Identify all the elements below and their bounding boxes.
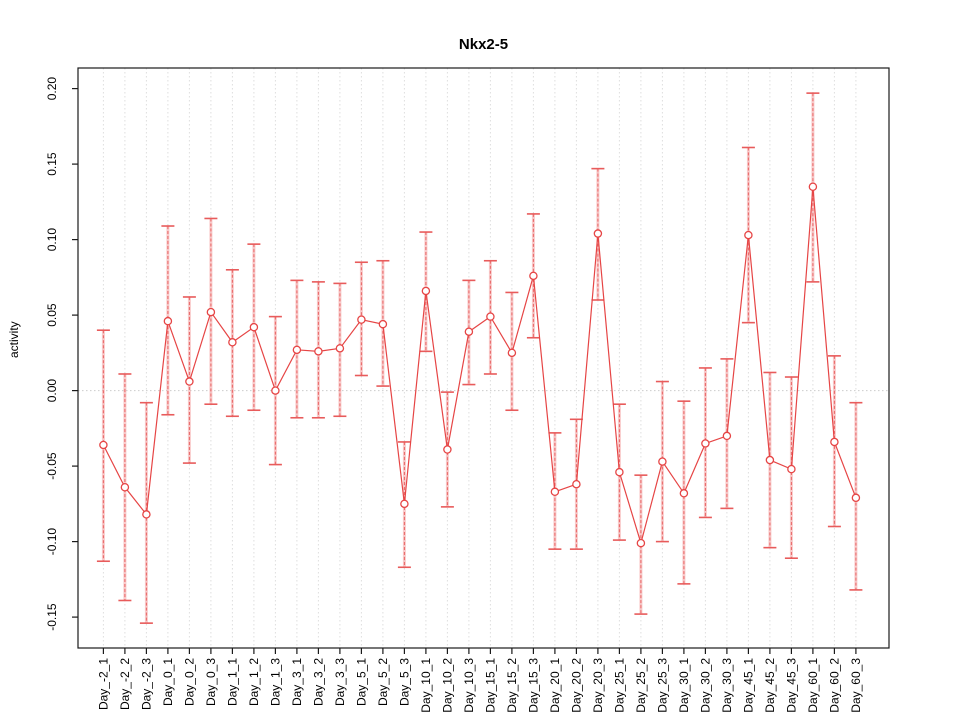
x-tick-label: Day_15_1 (483, 658, 497, 713)
data-point (206, 307, 216, 317)
error-bars-group (96, 92, 863, 624)
data-point (486, 312, 495, 321)
y-tick-label: 0.15 (45, 152, 59, 176)
data-point (830, 437, 839, 447)
x-tick-label: Day_15_3 (526, 658, 540, 713)
x-tick-label: Day_30_3 (720, 658, 734, 713)
data-point (658, 457, 667, 466)
x-tick-label: Day_0_1 (161, 658, 175, 706)
data-point (572, 479, 581, 489)
data-point (142, 510, 151, 519)
data-points-group (99, 182, 861, 548)
data-point (851, 493, 861, 503)
x-tick-label: Day_45_1 (741, 658, 755, 713)
data-point (744, 230, 753, 240)
x-tick-label: Day_5_2 (376, 658, 390, 706)
x-tick-label: Day_20_1 (548, 658, 562, 713)
data-point (228, 338, 237, 347)
x-tick-label: Day_-2_2 (118, 658, 132, 710)
x-tick-label: Day_20_2 (569, 658, 583, 713)
x-tick-label: Day_25_1 (612, 658, 626, 713)
x-tick-label: Day_10_2 (440, 658, 454, 713)
data-point (120, 482, 130, 492)
x-tick-label: Day_5_3 (397, 658, 411, 706)
x-tick-label: Day_45_3 (784, 658, 798, 713)
x-tick-label: Day_30_2 (698, 658, 712, 713)
x-tick-label: Day_45_2 (763, 658, 777, 713)
data-point (185, 377, 194, 386)
data-point (335, 344, 345, 353)
x-tick-label: Day_25_2 (634, 658, 648, 713)
data-point (357, 315, 366, 324)
data-point (378, 319, 388, 329)
data-point (400, 499, 409, 509)
data-point (765, 455, 775, 465)
y-tick-label: 0.10 (45, 228, 59, 252)
x-tick-label: Day_3_1 (290, 658, 304, 706)
y-tick-label: 0.20 (45, 77, 59, 101)
data-point (636, 538, 646, 548)
data-point (292, 345, 302, 355)
data-point (701, 439, 710, 448)
data-point (507, 348, 517, 358)
y-tick-label: 0.05 (45, 303, 59, 327)
data-point (787, 464, 796, 474)
x-tick-label: Day_25_3 (655, 658, 669, 713)
data-point (249, 322, 259, 332)
data-point (464, 327, 474, 336)
data-point (271, 386, 280, 395)
x-axis-tick-labels: Day_-2_1 Day_-2_2 Day_-2_3 Day_0_1 Day_0_2 Da… (96, 648, 863, 713)
data-point (314, 347, 323, 356)
y-tick-label: -0.15 (45, 603, 59, 631)
y-tick-label: 0.00 (45, 379, 59, 403)
y-tick-label: -0.05 (45, 452, 59, 480)
data-point (615, 467, 624, 477)
x-tick-label: Day_15_2 (505, 658, 519, 713)
x-tick-label: Day_-2_1 (96, 658, 110, 710)
x-tick-label: Day_10_1 (419, 658, 433, 713)
x-tick-label: Day_0_2 (182, 658, 196, 706)
x-tick-label: Day_60_1 (806, 658, 820, 713)
x-tick-label: Day_20_3 (591, 658, 605, 713)
x-tick-label: Day_0_3 (204, 658, 218, 706)
axis-box (77, 67, 890, 649)
y-axis-label: activity (7, 321, 21, 358)
data-point (163, 316, 173, 326)
data-point (443, 445, 452, 454)
data-point (679, 489, 689, 498)
y-axis-tick-labels: 0.20 0.15 0.10 0.05 0.00 -0.05 -0.10 -0.15 (45, 77, 78, 631)
data-point (593, 229, 603, 238)
x-tick-label: Day_1_1 (225, 658, 239, 706)
data-point (529, 271, 538, 281)
x-tick-label: Day_60_2 (827, 658, 841, 713)
chart-title: Nkx2-5 (458, 36, 509, 53)
data-point (99, 440, 108, 450)
x-tick-label: Day_10_3 (462, 658, 476, 713)
gridlines-group (78, 68, 889, 648)
x-tick-label: Day_1_3 (268, 658, 282, 706)
data-point (808, 182, 818, 191)
x-tick-label: Day_30_1 (677, 658, 691, 713)
data-point (550, 487, 560, 497)
y-tick-label: -0.10 (45, 528, 59, 556)
x-tick-label: Day_3_2 (311, 658, 325, 706)
x-tick-label: Day_1_2 (247, 658, 261, 706)
x-tick-label: Day_5_1 (354, 658, 368, 706)
data-point (421, 286, 431, 296)
data-point (722, 431, 732, 441)
x-tick-label: Day_3_3 (333, 658, 347, 706)
x-tick-label: Day_60_3 (849, 658, 863, 713)
x-tick-label: Day_-2_3 (139, 658, 153, 710)
series-line (102, 186, 857, 546)
